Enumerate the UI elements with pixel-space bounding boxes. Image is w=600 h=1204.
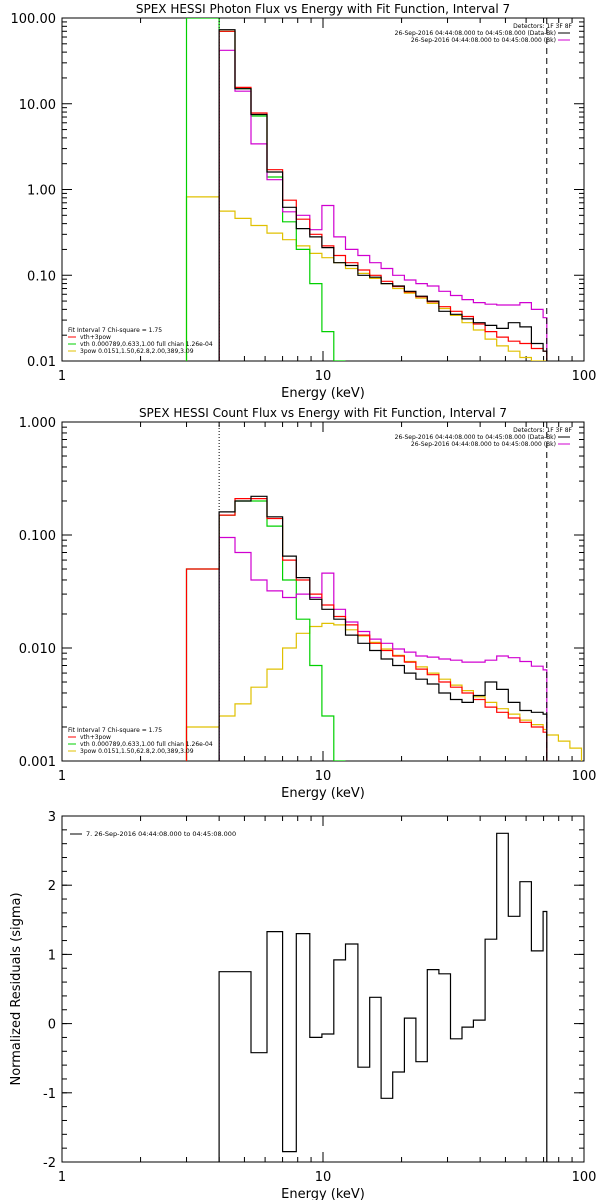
x-tick-label: 100 <box>572 369 597 384</box>
y-tick-label: 1 <box>48 948 56 963</box>
legend-entry: Detectors: 1F 3F 8F <box>513 23 572 30</box>
legend-entry: vth 0.000789,0.633,1.00 full chian 1.26e… <box>80 341 213 348</box>
chart-panel-3: 1 10 100 Energy (keV) -2 -1 0 1 2 3 Normalized Res… <box>9 810 597 1202</box>
series-line-data-bk <box>218 495 548 761</box>
y-tick-label: 0.01 <box>27 355 56 370</box>
series-line-vth-3pow <box>218 30 548 361</box>
legend-entry: 26-Sep-2016 04:44:08.000 to 04:45:08.000… <box>395 434 556 441</box>
series-line-bk <box>218 49 548 361</box>
chart-title: SPEX HESSI Photon Flux vs Energy with Fi… <box>136 2 510 16</box>
x-tick-label: 100 <box>572 1170 597 1185</box>
chart-panel-2: SPEX HESSI Count Flux vs Energy with Fit… <box>19 406 597 801</box>
y-tick-label: 100.00 <box>11 12 57 27</box>
plot-frame <box>61 815 585 1163</box>
y-tick-label: 0.010 <box>19 642 56 657</box>
x-tick-label: 100 <box>572 769 597 784</box>
plot-frame <box>61 421 585 762</box>
y-tick-label: -1 <box>43 1087 56 1102</box>
legend-entry: Detectors: 1F 3F 8F <box>513 427 572 434</box>
series-line-vth-3pow <box>185 498 548 761</box>
y-tick-label: 10.00 <box>19 98 56 113</box>
chart-panel-1: SPEX HESSI Photon Flux vs Energy with Fi… <box>11 2 597 401</box>
legend-top-left: 7. 26-Sep-2016 04:44:08.000 to 04:45:08.… <box>70 830 236 838</box>
legend-entry: 7. 26-Sep-2016 04:44:08.000 to 04:45:08.… <box>86 830 236 838</box>
y-tick-label: 2 <box>48 879 56 894</box>
y-tick-label: 1.00 <box>27 184 56 199</box>
chart-title: SPEX HESSI Count Flux vs Energy with Fit… <box>139 406 507 420</box>
legend-entry: vth+3pow <box>80 734 111 741</box>
x-axis-label: Energy (keV) <box>281 1187 365 1200</box>
y-axis: -2 -1 0 1 2 3 <box>43 810 584 1171</box>
y-tick-label: -2 <box>43 1156 56 1171</box>
series-line-3pow <box>185 196 547 361</box>
legend-entry: 26-Sep-2016 04:44:08.000 to 04:45:08.000… <box>411 37 556 44</box>
series-line-7-26-sep-2016-04-44-08-000-to-04-45-08-000 <box>218 832 548 1162</box>
y-axis: 0.001 0.010 0.100 1.000 <box>19 416 584 770</box>
y-tick-label: 0.100 <box>19 529 56 544</box>
y-tick-label: 1.000 <box>19 416 56 431</box>
legend-entry: 26-Sep-2016 04:44:08.000 to 04:45:08.000… <box>395 30 556 37</box>
series-line-vth <box>185 18 346 361</box>
x-axis: 1 10 100 <box>58 422 597 784</box>
series-line-vth <box>185 500 346 761</box>
y-tick-label: 0.001 <box>19 755 56 770</box>
legend-entry: vth 0.000789,0.633,1.00 full chian 1.26e… <box>80 741 213 748</box>
y-tick-label: 0.10 <box>27 269 56 284</box>
x-axis: 1 10 100 <box>58 18 597 384</box>
series-line-data-bk <box>218 29 548 361</box>
legend-entry: Fit Interval 7 Chi-square = 1.75 <box>68 327 162 334</box>
series-line-bk <box>218 536 548 761</box>
x-axis: 1 10 100 <box>58 816 597 1185</box>
x-tick-label: 10 <box>315 369 332 384</box>
x-axis-label: Energy (keV) <box>281 386 365 401</box>
x-tick-label: 10 <box>315 769 332 784</box>
y-tick-label: 0 <box>48 1018 56 1033</box>
series-group <box>218 832 548 1162</box>
x-tick-label: 1 <box>58 769 66 784</box>
series-group <box>185 18 548 361</box>
x-tick-label: 10 <box>315 1170 332 1185</box>
y-tick-label: 3 <box>48 810 56 825</box>
series-group <box>185 495 583 761</box>
y-axis: 0.01 0.10 1.00 10.00 100.00 <box>11 12 584 370</box>
legend-entry: vth+3pow <box>80 334 111 341</box>
legend-entry: Fit Interval 7 Chi-square = 1.75 <box>68 727 162 734</box>
series-line-3pow <box>185 622 583 761</box>
legend-entry: 26-Sep-2016 04:44:08.000 to 04:45:08.000… <box>411 441 556 448</box>
x-tick-label: 1 <box>58 369 66 384</box>
legend-bottom-left: Fit Interval 7 Chi-square = 1.75vth+3pow… <box>68 727 213 755</box>
legend-entry: 3pow 0.0151,1.50,62.8,2.00,389,3.09 <box>80 348 194 355</box>
legend-bottom-left: Fit Interval 7 Chi-square = 1.75vth+3pow… <box>68 327 213 355</box>
legend-entry: 3pow 0.0151,1.50,62.8,2.00,389,3.09 <box>80 748 194 755</box>
plot-frame <box>61 17 585 362</box>
x-tick-label: 1 <box>58 1170 66 1185</box>
y-axis-label: Normalized Residuals (sigma) <box>9 892 24 1085</box>
x-axis-label: Energy (keV) <box>281 786 365 801</box>
